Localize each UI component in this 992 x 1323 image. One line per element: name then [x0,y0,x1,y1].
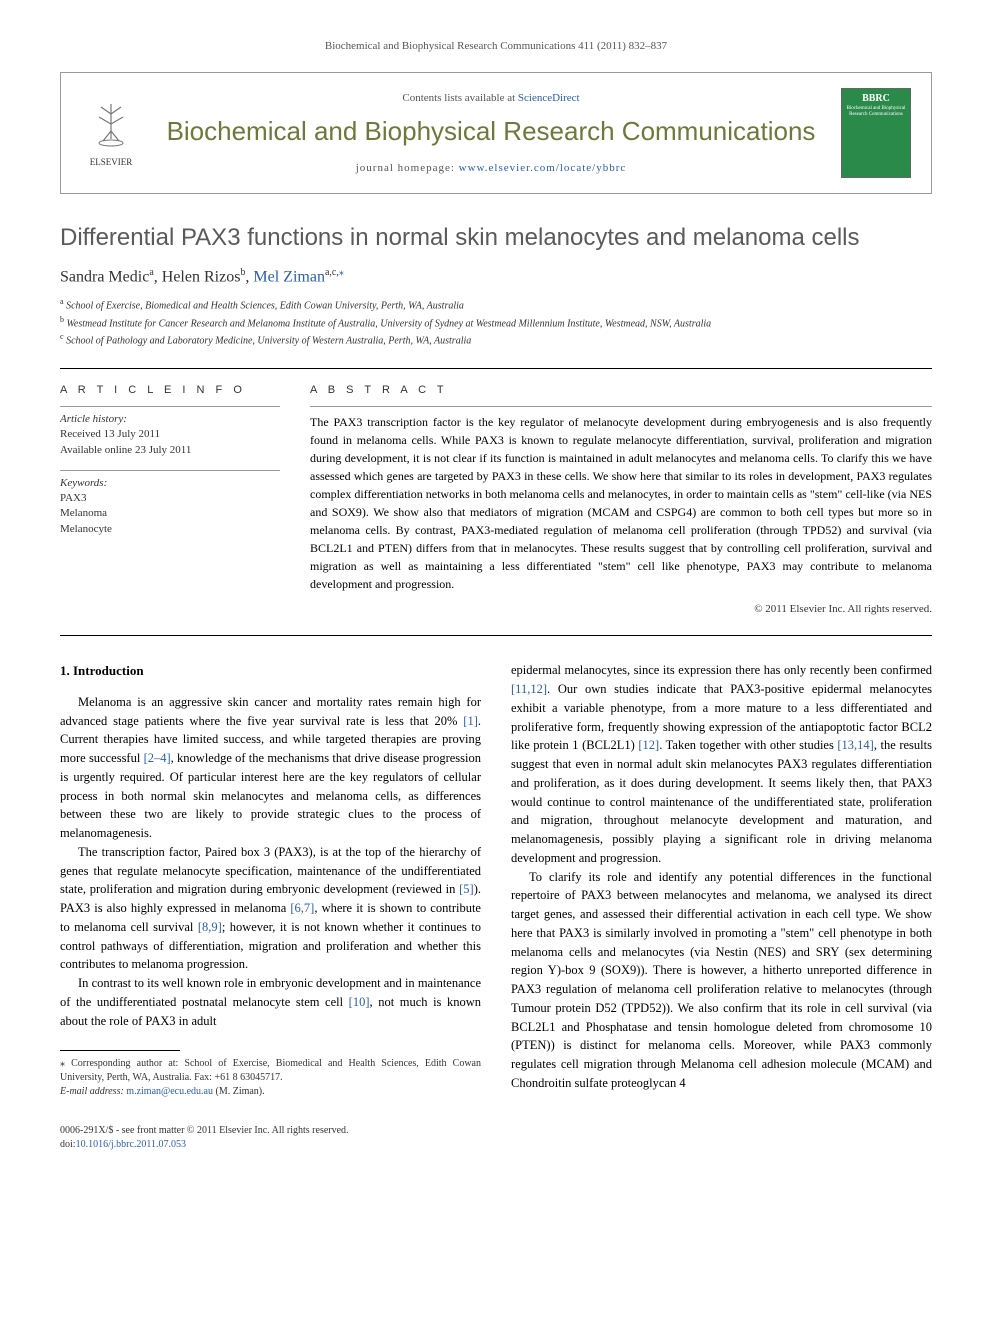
abstract-copyright: © 2011 Elsevier Inc. All rights reserved… [310,603,932,615]
email-link[interactable]: m.ziman@ecu.edu.au [126,1086,213,1097]
abstract-text: The PAX3 transcription factor is the key… [310,406,932,593]
author-2: Helen Rizos [162,268,241,285]
intro-para-3-cont: epidermal melanocytes, since its express… [511,661,932,867]
ref-link[interactable]: [11,12] [511,682,547,696]
doi-link[interactable]: 10.1016/j.bbrc.2011.07.053 [76,1139,186,1150]
ref-link[interactable]: [5] [459,882,474,896]
elsevier-tree-icon [91,99,131,155]
elsevier-logo: ELSEVIER [81,98,141,168]
doi-label: doi: [60,1139,76,1150]
intro-para-3: In contrast to its well known role in em… [60,974,481,1030]
intro-heading: 1. Introduction [60,661,481,681]
homepage-prefix: journal homepage: [356,162,459,174]
authors-line: Sandra Medica, Helen Rizosb, Mel Zimana,… [60,267,932,286]
keyword-1: PAX3 [60,491,280,506]
footnote-rule [60,1050,180,1051]
ref-link[interactable]: [13,14] [837,738,873,752]
keyword-3: Melanocyte [60,522,280,537]
body-column-left: 1. Introduction Melanoma is an aggressiv… [60,661,481,1099]
ref-link[interactable]: [8,9] [198,920,222,934]
elsevier-label: ELSEVIER [90,157,133,167]
journal-homepage: journal homepage: www.elsevier.com/locat… [161,162,821,174]
email-footnote: E-mail address: m.ziman@ecu.edu.au (M. Z… [60,1085,481,1099]
ref-link[interactable]: [1] [463,714,478,728]
received-date: Received 13 July 2011 [60,427,280,442]
journal-cover-thumbnail: BBRC Biochemical and Biophysical Researc… [841,88,911,178]
author-3-affil: a,c,⁎ [325,267,344,278]
email-label: E-mail address: [60,1086,126,1097]
ref-link[interactable]: [6,7] [290,901,314,915]
contents-prefix: Contents lists available at [402,92,517,104]
keyword-2: Melanoma [60,506,280,521]
affiliations: a School of Exercise, Biomedical and Hea… [60,296,932,348]
ref-link[interactable]: [12] [638,738,659,752]
author-2-affil: b [240,267,245,278]
article-history-label: Article history: [60,413,280,425]
article-info-heading: A R T I C L E I N F O [60,384,280,396]
abstract-heading: A B S T R A C T [310,384,932,396]
email-suffix: (M. Ziman). [213,1086,265,1097]
author-1-affil: a [149,267,153,278]
ref-link[interactable]: [2–4] [144,751,171,765]
issn-line: 0006-291X/$ - see front matter © 2011 El… [60,1124,932,1138]
homepage-link[interactable]: www.elsevier.com/locate/ybbrc [459,162,627,174]
ref-link[interactable]: [10] [349,995,370,1009]
article-info-sidebar: A R T I C L E I N F O Article history: R… [60,384,280,615]
corresponding-author-link[interactable]: ⁎ [339,267,344,278]
page-footer: 0006-291X/$ - see front matter © 2011 El… [60,1124,932,1152]
divider [60,368,932,369]
intro-para-4: To clarify its role and identify any pot… [511,868,932,1093]
journal-header: ELSEVIER Contents lists available at Sci… [60,72,932,194]
intro-para-2: The transcription factor, Paired box 3 (… [60,843,481,974]
author-1: Sandra Medic [60,268,149,285]
body-column-right: epidermal melanocytes, since its express… [511,661,932,1099]
cover-subtitle: Biochemical and Biophysical Research Com… [846,106,906,118]
top-citation: Biochemical and Biophysical Research Com… [60,40,932,52]
affiliation-b: Westmead Institute for Cancer Research a… [67,318,712,329]
affiliation-a: School of Exercise, Biomedical and Healt… [66,301,464,312]
keywords-label: Keywords: [60,477,280,489]
journal-name: Biochemical and Biophysical Research Com… [161,116,821,147]
author-3-link[interactable]: Mel Ziman [253,268,325,285]
intro-para-1: Melanoma is an aggressive skin cancer an… [60,693,481,843]
contents-available: Contents lists available at ScienceDirec… [161,92,821,104]
corresponding-footnote: ⁎ Corresponding author at: School of Exe… [60,1057,481,1085]
article-title: Differential PAX3 functions in normal sk… [60,224,932,252]
abstract-column: A B S T R A C T The PAX3 transcription f… [310,384,932,615]
cover-abbrev: BBRC [862,93,890,104]
sciencedirect-link[interactable]: ScienceDirect [518,92,580,104]
affiliation-c: School of Pathology and Laboratory Medic… [66,335,471,346]
divider [60,635,932,636]
online-date: Available online 23 July 2011 [60,443,280,458]
